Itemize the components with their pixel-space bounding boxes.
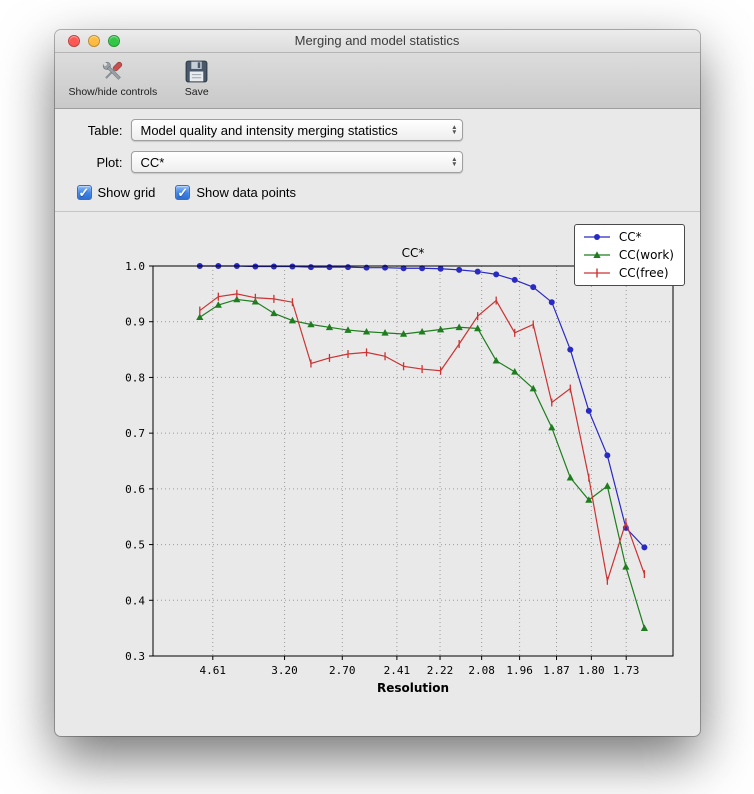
legend-label: CC(work) bbox=[618, 248, 674, 262]
save-label: Save bbox=[184, 86, 209, 98]
legend-label: CC(free) bbox=[618, 266, 669, 280]
x-tick-label: 1.73 bbox=[613, 664, 640, 677]
window-title: Merging and model statistics bbox=[294, 33, 460, 48]
dropdown-arrows-icon: ▲ ▼ bbox=[451, 155, 458, 168]
show-data-points-checkbox[interactable] bbox=[175, 184, 191, 200]
series-cc-free bbox=[199, 289, 646, 585]
show-hide-controls-label: Show/hide controls bbox=[68, 86, 158, 98]
y-tick-label: 0.8 bbox=[125, 371, 145, 384]
series-cc-work bbox=[196, 295, 648, 631]
plot-canvas[interactable]: 0.3 0.4 0.5 0.6 0.7 0.8 0.9 1.0 4.61 3.20 2.70 2.41… bbox=[67, 222, 687, 700]
controls-panel: Table: Model quality and intensity mergi… bbox=[54, 109, 700, 212]
close-button[interactable] bbox=[67, 35, 80, 47]
x-tick-label: 1.96 bbox=[506, 664, 532, 677]
table-dropdown-value: Model quality and intensity merging stat… bbox=[140, 122, 398, 138]
x-tick-label: 2.70 bbox=[329, 664, 356, 677]
y-tick-label: 0.3 bbox=[125, 650, 145, 663]
y-tick-label: 0.5 bbox=[125, 539, 145, 552]
show-grid-label: Show grid bbox=[97, 184, 156, 200]
table-label: Table: bbox=[87, 122, 123, 138]
x-tick-label: 4.61 bbox=[200, 664, 227, 677]
plot-legend: CC* CC(work) CC(free) bbox=[573, 224, 685, 286]
title-bar[interactable]: Merging and model statistics bbox=[54, 30, 700, 53]
minimize-button[interactable] bbox=[87, 35, 100, 47]
plot-dropdown-value: CC* bbox=[140, 154, 165, 170]
plot-dropdown[interactable]: CC* ▲ ▼ bbox=[130, 151, 463, 173]
legend-entry-cc-work: CC(work) bbox=[582, 248, 674, 262]
axes-frame bbox=[152, 265, 674, 657]
plot-title: CC* bbox=[402, 246, 425, 260]
y-tick-label: 0.9 bbox=[125, 316, 145, 329]
grid-lines bbox=[153, 265, 673, 657]
legend-label: CC* bbox=[618, 230, 642, 244]
app-window: Merging and model statistics Show/hide bbox=[54, 30, 700, 736]
legend-entry-cc-free: CC(free) bbox=[582, 266, 674, 280]
x-tick-label: 1.87 bbox=[543, 664, 570, 677]
x-tick-label: 3.20 bbox=[271, 664, 298, 677]
show-grid-checkbox[interactable] bbox=[76, 184, 92, 200]
x-tick-label: 1.80 bbox=[578, 664, 605, 677]
series-line-cc-work bbox=[199, 298, 645, 629]
y-tick-label: 1.0 bbox=[125, 260, 145, 273]
x-tick-label: 2.22 bbox=[427, 664, 454, 677]
save-icon bbox=[183, 58, 210, 85]
x-axis-label: Resolution bbox=[377, 681, 449, 695]
dropdown-arrows-icon: ▲ ▼ bbox=[451, 123, 458, 136]
series-line-cc-free bbox=[199, 293, 645, 581]
show-hide-controls-button[interactable]: Show/hide controls bbox=[68, 58, 158, 98]
table-dropdown[interactable]: Model quality and intensity merging stat… bbox=[130, 119, 463, 141]
x-tick-label: 2.08 bbox=[468, 664, 495, 677]
x-axis: 4.61 3.20 2.70 2.41 2.22 2.08 1.96 1.87 1.80 1.73 bbox=[200, 656, 640, 677]
series-cc bbox=[196, 263, 648, 551]
legend-entry-cc-star: CC* bbox=[582, 230, 674, 244]
y-tick-label: 0.7 bbox=[125, 427, 145, 440]
y-axis: 0.3 0.4 0.5 0.6 0.7 0.8 0.9 1.0 bbox=[125, 260, 153, 663]
y-tick-label: 0.6 bbox=[125, 483, 145, 496]
y-tick-label: 0.4 bbox=[125, 594, 145, 607]
zoom-button[interactable] bbox=[107, 35, 120, 47]
tools-icon bbox=[99, 58, 126, 85]
x-tick-label: 2.41 bbox=[384, 664, 411, 677]
save-button[interactable]: Save bbox=[183, 58, 210, 98]
plot-figure: 0.3 0.4 0.5 0.6 0.7 0.8 0.9 1.0 4.61 3.20 2.70 2.41… bbox=[67, 222, 687, 700]
toolbar: Show/hide controls Save bbox=[54, 53, 700, 109]
plot-label: Plot: bbox=[96, 154, 123, 170]
show-data-points-label: Show data points bbox=[196, 184, 297, 200]
